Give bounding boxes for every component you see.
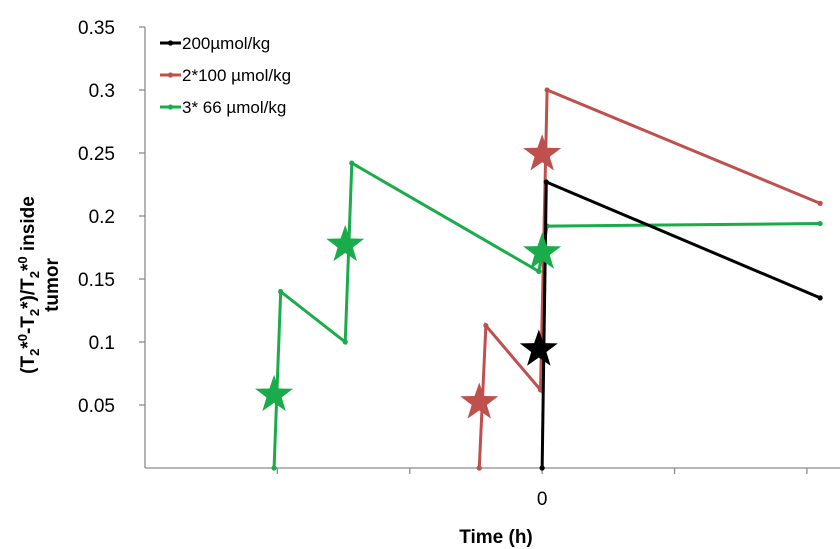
y-axis-title-line1: (T2*0-T2*)/T2*0 inside <box>15 196 42 374</box>
y-tick-label: 0.3 <box>89 81 115 102</box>
legend-swatch-point <box>167 104 174 110</box>
data-point <box>817 295 823 301</box>
data-point <box>817 200 823 206</box>
data-point <box>817 220 823 227</box>
legend-entry-label: 200µmol/kg <box>182 34 270 53</box>
y-axis-title: (T2*0-T2*)/T2*0 inside tumor <box>15 196 63 374</box>
x-axis-title: Time (h) <box>459 527 533 548</box>
injection-star-marker <box>460 382 499 419</box>
x-tick-label: 0 <box>537 489 548 510</box>
data-point <box>278 289 284 295</box>
legend-swatch-point <box>167 72 174 78</box>
series-line <box>477 87 821 469</box>
injection-star-marker <box>326 224 365 262</box>
legend-entry-label: 3* 66 µmol/kg <box>182 98 286 117</box>
plot-area: 0.05 0.1 0.15 0.2 0.25 0.3 0.35 0 <box>78 18 840 510</box>
x-ticks: 0 <box>276 468 808 510</box>
y-tick-label: 0.25 <box>78 144 115 165</box>
data-point <box>483 323 489 329</box>
injection-markers <box>255 134 562 419</box>
data-point <box>349 160 355 166</box>
data-point <box>544 87 550 93</box>
y-tick-label: 0.1 <box>89 333 115 354</box>
data-point <box>476 465 482 471</box>
legend: 200µmol/kg 2*100 µmol/kg 3* 66 µmol/kg <box>160 34 291 117</box>
injection-star-marker <box>255 374 294 412</box>
y-axis-title-line2: tumor <box>42 257 63 311</box>
injection-star-marker <box>519 329 558 366</box>
y-tick-label: 0.35 <box>78 18 115 39</box>
legend-entry-label: 2*100 µmol/kg <box>182 66 291 85</box>
data-point <box>271 465 277 471</box>
y-tick-label: 0.2 <box>89 207 115 228</box>
data-point <box>543 179 549 185</box>
series-layer <box>271 87 823 471</box>
data-point <box>539 465 545 471</box>
y-tick-label: 0.05 <box>78 396 115 417</box>
data-point <box>342 339 348 345</box>
y-tick-label: 0.15 <box>78 270 115 291</box>
injection-star-marker <box>523 134 562 171</box>
y-ticks: 0.05 0.1 0.15 0.2 0.25 0.3 0.35 <box>78 18 145 417</box>
data-point <box>536 268 542 275</box>
legend-swatch-point <box>167 40 174 46</box>
injection-star-marker <box>523 232 562 269</box>
